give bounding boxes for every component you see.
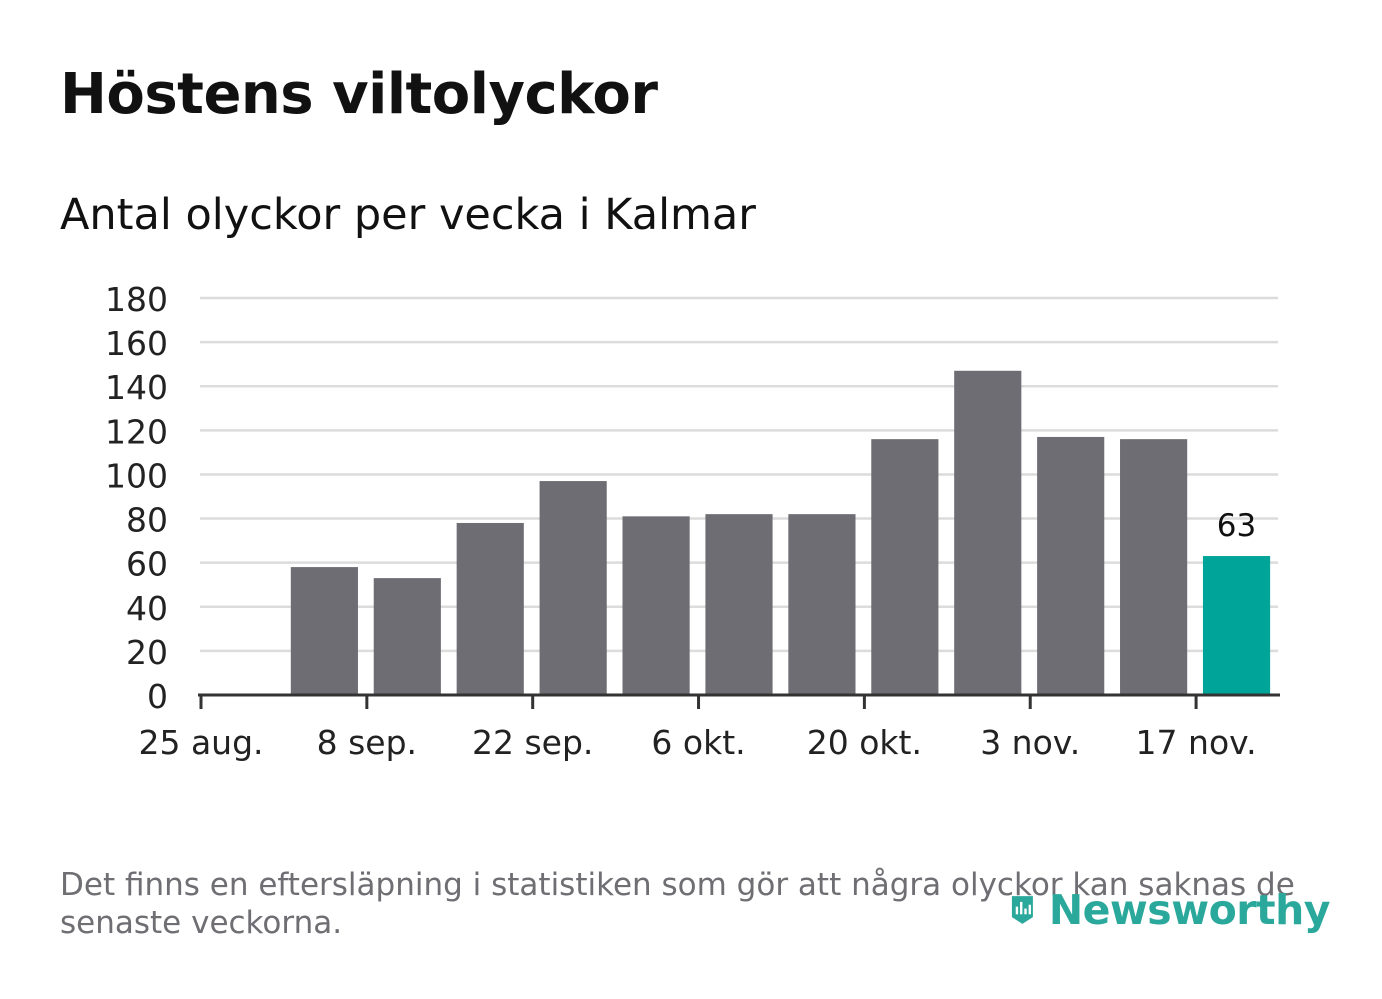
chart-subtitle: Antal olyckor per vecka i Kalmar <box>60 190 756 240</box>
newsworthy-logo-icon <box>1011 896 1033 924</box>
bar <box>1037 436 1105 695</box>
x-tick-label: 22 sep. <box>472 723 593 762</box>
chart-title: Höstens viltolyckor <box>60 62 658 127</box>
x-tick-label: 8 sep. <box>317 723 417 762</box>
bar <box>539 481 607 695</box>
y-tick-label: 40 <box>126 589 168 628</box>
bar <box>1120 439 1188 695</box>
bar <box>456 522 524 695</box>
bar <box>788 514 856 695</box>
y-tick-label: 0 <box>147 677 168 716</box>
bar <box>373 578 441 695</box>
y-tick-label: 20 <box>126 633 168 672</box>
bar <box>871 439 939 695</box>
x-tick-label: 3 nov. <box>980 723 1080 762</box>
x-tick-label: 17 nov. <box>1136 723 1257 762</box>
y-tick-label: 60 <box>126 545 168 584</box>
y-tick-label: 100 <box>105 456 168 495</box>
brand-name: Newsworthy <box>1048 886 1331 934</box>
bar <box>954 370 1022 695</box>
y-tick-label: 120 <box>105 412 168 451</box>
y-tick-label: 80 <box>126 501 168 540</box>
x-tick-label: 25 aug. <box>138 723 263 762</box>
y-tick-label: 180 <box>105 280 168 319</box>
bar-highlighted <box>1202 556 1271 695</box>
bar <box>705 514 773 695</box>
footnote: Det finns en eftersläpning i statistiken… <box>60 867 1295 941</box>
x-tick-label: 6 okt. <box>651 723 745 762</box>
bar <box>622 516 690 695</box>
x-tick-label: 20 okt. <box>807 723 922 762</box>
y-tick-label: 140 <box>105 368 168 407</box>
bar <box>290 567 358 695</box>
y-tick-label: 160 <box>105 324 168 363</box>
bar-value-label: 63 <box>1217 508 1256 544</box>
bar-chart: 0 20 40 60 80 100 120 140 160 180 63 25 aug. 8 sep. 2… <box>105 280 1280 762</box>
newsworthy-logo: Newsworthy <box>1010 875 1331 945</box>
